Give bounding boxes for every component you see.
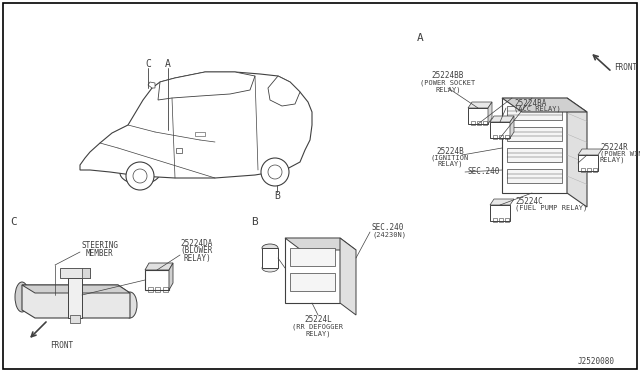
Bar <box>507 127 562 141</box>
Text: (ACC RELAY): (ACC RELAY) <box>514 106 561 112</box>
Text: RELAY): RELAY) <box>305 331 331 337</box>
Bar <box>493 218 497 222</box>
Text: MEMBER: MEMBER <box>86 248 114 257</box>
Bar <box>471 121 475 125</box>
Circle shape <box>261 158 289 186</box>
Bar <box>290 248 335 266</box>
Text: 25224R: 25224R <box>600 144 628 153</box>
Bar <box>505 135 509 139</box>
Text: (POWER SOCKET: (POWER SOCKET <box>420 80 476 86</box>
Text: RELAY): RELAY) <box>437 161 463 167</box>
Text: SEC.240: SEC.240 <box>372 224 404 232</box>
Bar <box>163 287 168 292</box>
Bar <box>70 315 80 323</box>
Text: SEC.240: SEC.240 <box>468 167 500 176</box>
Ellipse shape <box>123 292 137 318</box>
Text: (IGNITION: (IGNITION <box>431 155 469 161</box>
Ellipse shape <box>15 282 29 312</box>
Bar <box>477 121 481 125</box>
Text: 25224BA: 25224BA <box>514 99 547 108</box>
Polygon shape <box>68 278 82 318</box>
Bar <box>505 218 509 222</box>
Polygon shape <box>145 263 173 270</box>
Polygon shape <box>22 285 130 318</box>
Bar <box>587 168 591 172</box>
Text: B: B <box>252 217 259 227</box>
Polygon shape <box>148 82 155 88</box>
Bar <box>483 121 487 125</box>
Bar <box>195 132 205 136</box>
Bar <box>499 135 503 139</box>
Bar <box>468 108 488 124</box>
Text: 25224DA: 25224DA <box>181 240 213 248</box>
Bar <box>578 155 598 171</box>
Text: (24230N): (24230N) <box>372 232 406 238</box>
Bar <box>290 273 335 291</box>
Bar <box>581 168 585 172</box>
Text: (BLOWER: (BLOWER <box>181 247 213 256</box>
Polygon shape <box>490 116 514 122</box>
Text: 25224L: 25224L <box>304 315 332 324</box>
Text: (RR DEFOGGER: (RR DEFOGGER <box>292 324 344 330</box>
Text: RELAY): RELAY) <box>183 253 211 263</box>
Polygon shape <box>82 268 90 278</box>
Polygon shape <box>502 98 587 112</box>
Bar <box>490 205 510 221</box>
Polygon shape <box>60 268 90 278</box>
Text: STEERING: STEERING <box>81 241 118 250</box>
Polygon shape <box>169 263 173 290</box>
Polygon shape <box>567 98 587 207</box>
Text: FRONT: FRONT <box>50 341 73 350</box>
Bar <box>285 238 340 303</box>
Polygon shape <box>490 199 514 205</box>
Polygon shape <box>510 116 514 138</box>
Text: 25224C: 25224C <box>515 198 543 206</box>
Bar <box>493 135 497 139</box>
Polygon shape <box>268 76 300 106</box>
Text: C: C <box>11 217 17 227</box>
Bar <box>262 248 278 268</box>
Text: (POWER WINDOW: (POWER WINDOW <box>600 151 640 157</box>
Bar <box>145 270 169 290</box>
Polygon shape <box>22 285 130 293</box>
Text: FRONT: FRONT <box>614 64 637 73</box>
Polygon shape <box>578 149 602 155</box>
Text: C: C <box>145 59 151 69</box>
Bar <box>148 287 153 292</box>
Bar <box>499 218 503 222</box>
Text: B: B <box>274 191 280 201</box>
Bar <box>274 162 280 167</box>
Polygon shape <box>285 238 356 250</box>
Bar <box>155 287 160 292</box>
Bar <box>490 122 510 138</box>
Polygon shape <box>340 238 356 315</box>
Text: 25224B: 25224B <box>436 148 464 157</box>
Ellipse shape <box>262 244 278 252</box>
Bar <box>593 168 597 172</box>
Bar <box>507 106 562 120</box>
Text: 25224BB: 25224BB <box>432 71 464 80</box>
Text: RELAY): RELAY) <box>600 157 625 163</box>
Polygon shape <box>468 102 492 108</box>
Polygon shape <box>80 72 312 178</box>
Bar <box>507 169 562 183</box>
Bar <box>502 98 567 193</box>
Bar <box>176 148 182 153</box>
Bar <box>507 148 562 162</box>
Polygon shape <box>158 72 255 100</box>
Polygon shape <box>488 102 492 124</box>
Circle shape <box>126 162 154 190</box>
Text: A: A <box>417 33 424 43</box>
Text: RELAY): RELAY) <box>435 87 461 93</box>
Text: A: A <box>165 59 171 69</box>
Ellipse shape <box>262 264 278 272</box>
Text: (FUEL PUMP RELAY): (FUEL PUMP RELAY) <box>515 205 588 211</box>
Text: J2520080: J2520080 <box>577 357 614 366</box>
